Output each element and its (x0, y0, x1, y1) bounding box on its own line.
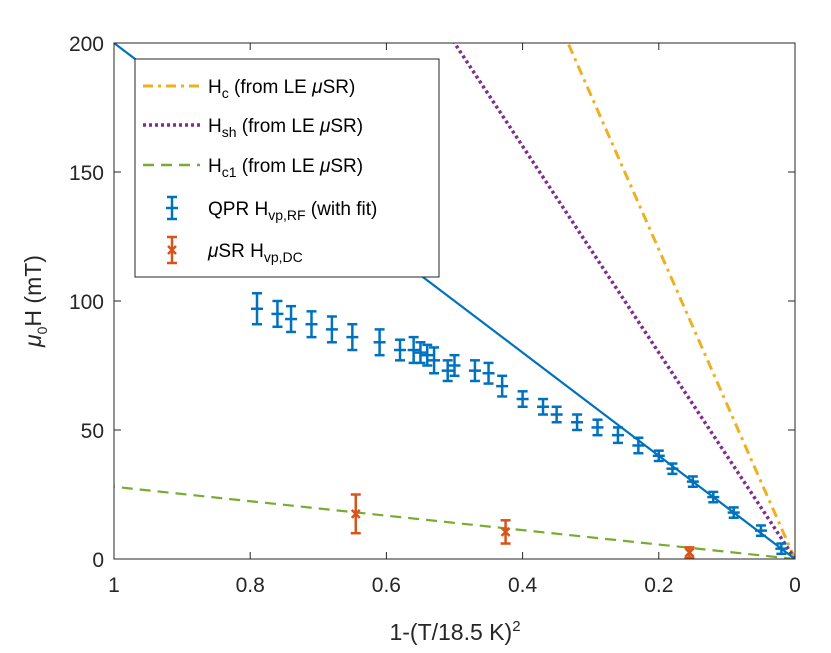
qpr-point (727, 506, 740, 519)
x-tick-label: 0.8 (236, 574, 265, 597)
legend-hc-label: Hc (from LE μSR) (208, 77, 355, 101)
x-tick-label: 0.6 (372, 574, 401, 597)
x-axis-label-sup: 2 (512, 618, 520, 635)
y-axis-label-rest: H (mT) (20, 255, 46, 327)
qpr-point (652, 449, 665, 463)
x-tick-label: 1 (108, 574, 120, 597)
qpr-point (537, 397, 550, 416)
x-tick-label: 0.4 (508, 574, 538, 597)
legend-qpr-label: QPR Hvp,RF (with fit) (208, 199, 377, 223)
hc-line (566, 43, 795, 559)
qpr-point (775, 542, 788, 556)
qpr-point (611, 426, 624, 445)
legend: Hc (from LE μSR) Hsh (from LE μSR) Hc1 (… (134, 58, 440, 278)
x-marker (350, 508, 361, 519)
qpr-point (448, 353, 461, 378)
qpr-point (285, 304, 298, 334)
qpr-point (346, 322, 359, 352)
qpr-point (591, 418, 604, 437)
qpr-point (754, 524, 767, 538)
y-tick-label: 100 (69, 291, 104, 314)
qpr-point (373, 328, 386, 357)
qpr-point (571, 413, 584, 432)
y-tick-label: 50 (81, 420, 104, 443)
musr-point (684, 546, 695, 559)
x-ticks: 1 0.8 0.6 0.4 0.2 0 (108, 43, 801, 597)
y-tick-label: 150 (69, 162, 104, 185)
qpr-point (516, 390, 529, 409)
qpr-point (632, 436, 645, 455)
legend-qpr-marker (166, 195, 178, 221)
qpr-point (428, 346, 441, 375)
qpr-point (496, 374, 509, 398)
qpr-point (482, 361, 495, 385)
qpr-point (414, 341, 427, 365)
qpr-point (421, 343, 434, 367)
qpr-point (251, 292, 264, 326)
legend-hsh-label: Hsh (from LE μSR) (208, 116, 363, 140)
y-tick-label: 0 (92, 549, 104, 572)
y-axis-label-mu: μ (20, 334, 46, 348)
qpr-point (394, 338, 407, 362)
y-axis-label: μ0H (mT) (20, 255, 50, 348)
qpr-point (550, 405, 563, 424)
x-axis-label: 1-(T/18.5 K)2 (389, 618, 520, 645)
qpr-point (441, 359, 454, 383)
musr-series (350, 493, 695, 559)
hc1-line (114, 485, 795, 559)
y-tick-label: 200 (69, 33, 104, 56)
legend-box (134, 58, 440, 278)
qpr-point (325, 315, 338, 344)
y-ticks: 0 50 100 150 200 (69, 33, 795, 572)
legend-musr-label: μSR Hvp,DC (207, 241, 303, 265)
qpr-point (305, 310, 318, 339)
x-axis-label-base: 1-(T/18.5 K) (389, 619, 512, 645)
qpr-point (707, 490, 720, 504)
qpr-point (686, 475, 699, 489)
x-marker (684, 547, 695, 558)
hsh-line (452, 43, 795, 559)
legend-musr-marker (167, 235, 177, 265)
qpr-series (251, 292, 788, 556)
data-series (251, 292, 788, 559)
qpr-point (271, 299, 284, 329)
musr-point (500, 519, 511, 545)
musr-point (350, 493, 361, 535)
qpr-point (666, 462, 679, 476)
x-tick-label: 0 (789, 574, 801, 597)
legend-hc1-label: Hc1 (from LE μSR) (208, 156, 363, 180)
y-axis-label-sub: 0 (34, 326, 50, 334)
qpr-point (468, 359, 481, 383)
x-marker (500, 527, 511, 537)
x-tick-label: 0.2 (644, 574, 673, 597)
